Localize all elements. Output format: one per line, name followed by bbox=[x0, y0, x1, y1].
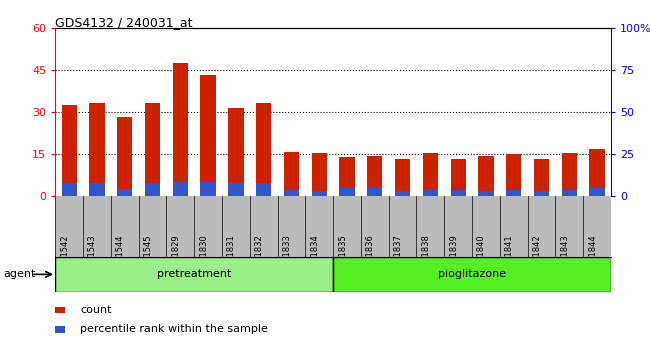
Bar bbox=[534, 159, 549, 196]
Bar bbox=[62, 183, 77, 196]
Bar bbox=[228, 183, 244, 196]
Text: agent: agent bbox=[3, 269, 36, 279]
Bar bbox=[590, 149, 605, 196]
Bar bbox=[339, 157, 355, 196]
Bar bbox=[333, 257, 611, 292]
Bar bbox=[145, 183, 160, 196]
Bar bbox=[145, 103, 160, 196]
Bar bbox=[173, 182, 188, 196]
Bar bbox=[367, 187, 382, 196]
Bar bbox=[228, 108, 244, 196]
Text: GDS4132 / 240031_at: GDS4132 / 240031_at bbox=[55, 16, 193, 29]
Text: pioglitazone: pioglitazone bbox=[438, 269, 506, 279]
Bar bbox=[367, 156, 382, 196]
Bar bbox=[422, 153, 438, 196]
Bar bbox=[89, 183, 105, 196]
Bar bbox=[89, 103, 105, 196]
Bar bbox=[506, 154, 521, 196]
Bar bbox=[534, 192, 549, 196]
Bar bbox=[284, 190, 299, 196]
Bar bbox=[62, 105, 77, 196]
Bar bbox=[311, 190, 327, 196]
Bar bbox=[395, 192, 410, 196]
Bar bbox=[200, 75, 216, 196]
Bar bbox=[311, 153, 327, 196]
Bar bbox=[55, 257, 333, 292]
Bar bbox=[395, 159, 410, 196]
Text: pretreatment: pretreatment bbox=[157, 269, 231, 279]
Bar bbox=[284, 152, 299, 196]
Bar bbox=[450, 159, 466, 196]
Bar bbox=[562, 153, 577, 196]
Bar bbox=[256, 183, 271, 196]
Bar bbox=[200, 182, 216, 196]
Bar bbox=[422, 189, 438, 196]
Text: percentile rank within the sample: percentile rank within the sample bbox=[80, 324, 268, 334]
Bar bbox=[256, 103, 271, 196]
Bar bbox=[339, 187, 355, 196]
Bar bbox=[590, 188, 605, 196]
Bar bbox=[478, 156, 493, 196]
Bar bbox=[117, 189, 133, 196]
Bar bbox=[450, 190, 466, 196]
Text: count: count bbox=[80, 305, 111, 315]
Bar bbox=[173, 63, 188, 196]
Bar bbox=[506, 190, 521, 196]
Bar bbox=[117, 116, 133, 196]
Bar bbox=[478, 192, 493, 196]
Bar bbox=[562, 190, 577, 196]
